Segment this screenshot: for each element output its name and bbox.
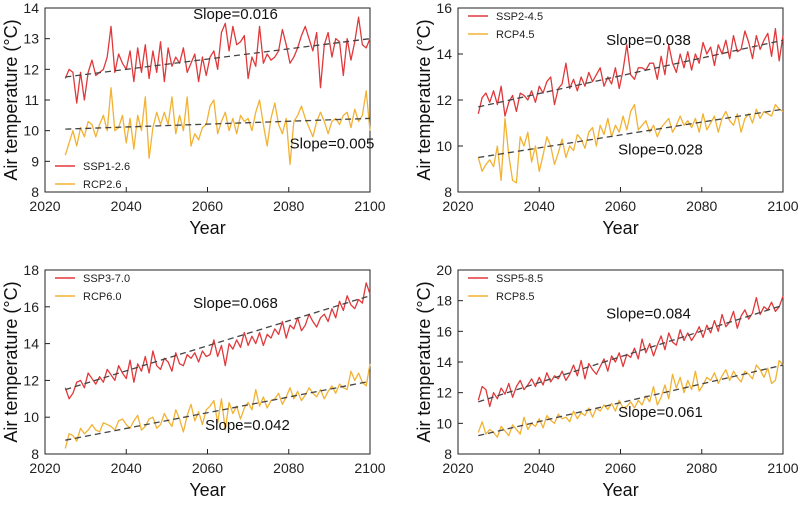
series-line-RCP2.6 — [64, 87, 371, 166]
x-tick-label: 2080 — [273, 198, 304, 214]
trend-line-SSP5-8.5 — [478, 304, 784, 403]
chart-panel-1: 2020 2040 2060 2080 2100 8 9 10 11 12 13 14 Year Air … — [1, 0, 386, 238]
trend-line-SSP2-4.5 — [478, 39, 784, 108]
x-tick-label: 2040 — [524, 198, 555, 214]
x-tick-label: 2020 — [442, 198, 473, 214]
trend-line-RCP8.5 — [478, 364, 784, 437]
slope-label: Slope=0.084 — [606, 305, 691, 322]
legend-label: SSP1-2.6 — [83, 161, 130, 173]
y-tick-label: 12 — [23, 61, 39, 77]
y-tick-label: 14 — [436, 354, 452, 370]
x-tick-label: 2020 — [29, 198, 60, 214]
slope-label: Slope=0.005 — [290, 135, 375, 152]
y-axis-label: Air temperature (°C) — [1, 281, 21, 442]
x-tick-label: 2080 — [273, 460, 304, 476]
trend-line-RCP4.5 — [478, 108, 784, 159]
y-tick-label: 8 — [31, 446, 39, 462]
x-tick-label: 2040 — [524, 460, 555, 476]
x-tick-label: 2080 — [686, 198, 717, 214]
legend-label: SSP2-4.5 — [496, 11, 543, 23]
legend-label: RCP4.5 — [496, 29, 535, 41]
x-tick-label: 2100 — [767, 198, 798, 214]
y-tick-label: 10 — [436, 138, 452, 154]
chart-panel-2: 2020 2040 2060 2080 2100 8 10 12 14 16 Year Air tem… — [414, 0, 799, 238]
slope-label: Slope=0.042 — [205, 417, 290, 434]
chart-panel-3: 2020 2040 2060 2080 2100 8 10 12 14 16 18 Year Air t… — [1, 262, 386, 500]
trend-line-SSP3-7.0 — [65, 295, 371, 391]
y-tick-label: 14 — [23, 336, 39, 352]
x-axis-label: Year — [189, 218, 225, 238]
legend-label: SSP3-7.0 — [83, 273, 130, 285]
legend-label: RCP8.5 — [496, 291, 535, 303]
x-tick-label: 2080 — [686, 460, 717, 476]
trend-line-RCP2.6 — [65, 117, 371, 130]
y-tick-label: 18 — [436, 293, 452, 309]
y-tick-label: 16 — [23, 299, 39, 315]
x-tick-label: 2100 — [354, 460, 385, 476]
slope-label: Slope=0.016 — [193, 6, 278, 23]
series-line-SSP1-2.6 — [64, 16, 371, 104]
chart-panel-4: 2020 2040 2060 2080 2100 8 10 12 14 16 18 20 Year Air… — [414, 262, 799, 500]
x-tick-label: 2060 — [605, 460, 636, 476]
legend-label: RCP2.6 — [83, 179, 122, 191]
x-tick-label: 2040 — [111, 198, 142, 214]
x-tick-label: 2060 — [192, 198, 223, 214]
y-tick-label: 16 — [436, 323, 452, 339]
y-tick-label: 12 — [436, 92, 452, 108]
x-tick-label: 2100 — [354, 198, 385, 214]
series-line-SSP2-4.5 — [477, 28, 784, 117]
y-axis-label: Air temperature (°C) — [414, 19, 434, 180]
y-tick-label: 8 — [444, 184, 452, 200]
x-axis-label: Year — [602, 480, 638, 500]
y-tick-label: 8 — [444, 446, 452, 462]
x-axis-label: Year — [189, 480, 225, 500]
y-tick-label: 9 — [31, 153, 39, 169]
y-tick-label: 10 — [23, 123, 39, 139]
y-axis-label: Air temperature (°C) — [414, 281, 434, 442]
trend-line-RCP6.0 — [65, 380, 371, 441]
y-tick-label: 16 — [436, 0, 452, 16]
legend-label: SSP5-8.5 — [496, 273, 543, 285]
trend-line-SSP1-2.6 — [65, 38, 371, 78]
y-tick-label: 13 — [23, 31, 39, 47]
series-line-SSP3-7.0 — [64, 282, 371, 400]
slope-label: Slope=0.028 — [618, 142, 703, 159]
y-tick-label: 10 — [23, 409, 39, 425]
y-tick-label: 20 — [436, 262, 452, 278]
x-tick-label: 2060 — [605, 198, 636, 214]
y-tick-label: 18 — [23, 262, 39, 278]
slope-label: Slope=0.061 — [618, 404, 703, 421]
x-tick-label: 2100 — [767, 460, 798, 476]
y-tick-label: 12 — [23, 372, 39, 388]
slope-label: Slope=0.038 — [606, 32, 691, 49]
y-tick-label: 14 — [23, 0, 39, 16]
slope-label: Slope=0.068 — [193, 295, 278, 312]
x-tick-label: 2040 — [111, 460, 142, 476]
legend-label: RCP6.0 — [83, 291, 122, 303]
series-line-RCP4.5 — [477, 103, 784, 184]
series-line-RCP8.5 — [477, 359, 784, 438]
y-tick-label: 14 — [436, 46, 452, 62]
y-tick-label: 8 — [31, 184, 39, 200]
x-tick-label: 2020 — [442, 460, 473, 476]
x-axis-label: Year — [602, 218, 638, 238]
series-line-SSP5-8.5 — [477, 295, 784, 408]
y-axis-label: Air temperature (°C) — [1, 19, 21, 180]
x-tick-label: 2060 — [192, 460, 223, 476]
y-tick-label: 12 — [436, 385, 452, 401]
y-tick-label: 11 — [24, 92, 39, 108]
y-tick-label: 10 — [436, 415, 452, 431]
x-tick-label: 2020 — [29, 460, 60, 476]
series-line-RCP6.0 — [64, 363, 371, 449]
